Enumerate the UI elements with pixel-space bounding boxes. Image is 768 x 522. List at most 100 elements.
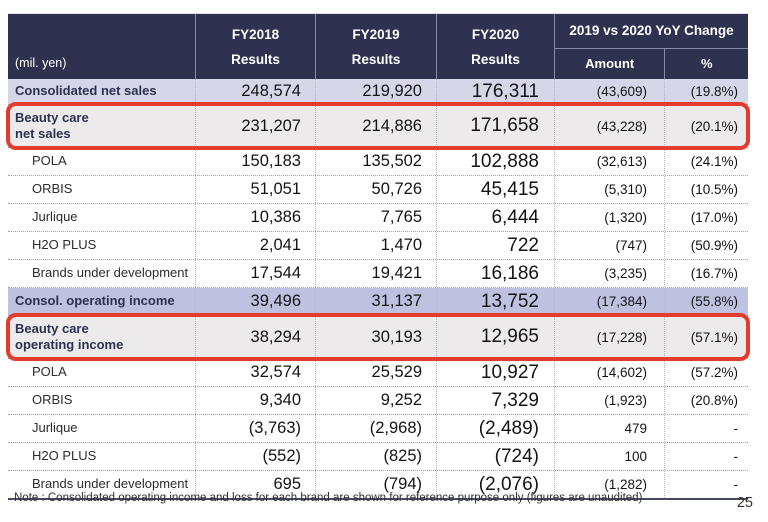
cell-value: (3,235): [554, 260, 664, 287]
column-year: FY2018: [231, 26, 280, 42]
cell-value: (57.1%): [664, 316, 748, 358]
table-row: ORBIS 51,051 50,726 45,415 (5,310) (10.5%): [8, 176, 748, 204]
cell-value: 176,311: [436, 79, 554, 104]
unit-label: (mil. yen): [15, 56, 67, 70]
cell-value: (3,763): [195, 415, 315, 442]
cell-value: (19.8%): [664, 79, 748, 104]
cell-value: 9,252: [315, 387, 436, 414]
cell-value: 19,421: [315, 260, 436, 287]
cell-value: 10,927: [436, 359, 554, 386]
cell-value: 38,294: [195, 316, 315, 358]
table-row: H2O PLUS (552) (825) (724) 100-: [8, 443, 748, 471]
footnote: Note : Consolidated operating income and…: [14, 492, 643, 504]
row-label: Consolidated net sales: [15, 83, 157, 99]
column-year: FY2019: [352, 26, 400, 42]
table-body: Consolidated net sales 248,574 219,920 176,…: [6, 79, 750, 500]
cell-value: (20.8%): [664, 387, 748, 414]
cell-value: -: [664, 415, 748, 442]
cell-value: 45,415: [436, 176, 554, 203]
row-label: POLA: [32, 364, 67, 380]
row-label: Beauty care operating income: [8, 316, 195, 358]
row-label: Consol. operating income: [15, 293, 175, 309]
cell-value: (14,602): [554, 359, 664, 386]
cell-value: 248,574: [195, 79, 315, 104]
table-row: Jurlique 10,386 7,765 6,444 (1,320) (17.0%): [8, 204, 748, 232]
cell-value: 1,470: [315, 232, 436, 259]
cell-value: 30,193: [315, 316, 436, 358]
row-label: ORBIS: [32, 181, 73, 197]
cell-value: 150,183: [195, 148, 315, 175]
cell-value: (20.1%): [664, 105, 748, 147]
cell-value: (552): [195, 443, 315, 470]
cell-value: (794): [315, 471, 436, 498]
table-row: Beauty care operating income 38,294 30,193 1…: [6, 313, 750, 361]
cell-value: 102,888: [436, 148, 554, 175]
table-header: (mil. yen) FY2018 Results FY2019 Results…: [8, 14, 748, 79]
cell-value: 6,444: [436, 204, 554, 231]
table-row: Brands under development 17,544 19,421 16,1…: [8, 260, 748, 288]
cell-value: (50.9%): [664, 232, 748, 259]
column-header-amount: Amount: [585, 56, 635, 72]
cell-value: 39,496: [195, 288, 315, 315]
cell-value: (17.0%): [664, 204, 748, 231]
row-label: Jurlique: [32, 209, 78, 225]
cell-value: (10.5%): [664, 176, 748, 203]
cell-value: 695: [195, 471, 315, 498]
cell-value: (825): [315, 443, 436, 470]
cell-value: 51,051: [195, 176, 315, 203]
cell-value: 722: [436, 232, 554, 259]
cell-value: 9,340: [195, 387, 315, 414]
cell-value: (2,489): [436, 415, 554, 442]
row-label: H2O PLUS: [32, 237, 97, 253]
cell-value: (32,613): [554, 148, 664, 175]
cell-value: (17,384): [554, 288, 664, 315]
yoy-group-title: 2019 vs 2020 YoY Change: [555, 14, 748, 49]
table-row: Consolidated net sales 248,574 219,920 176,…: [8, 79, 748, 105]
cell-value: 171,658: [436, 105, 554, 147]
table-row: Consol. operating income 39,496 31,137 13,7…: [8, 288, 748, 316]
cell-value: 7,765: [315, 204, 436, 231]
column-sublabel: Results: [351, 51, 401, 67]
row-label: Brands under development: [32, 265, 189, 281]
column-header-fy2018: FY2018 Results: [195, 14, 315, 79]
cell-value: 2,041: [195, 232, 315, 259]
cell-value: 13,752: [436, 288, 554, 315]
cell-value: (2,968): [315, 415, 436, 442]
row-label: H2O PLUS: [32, 448, 97, 464]
cell-value: (24.1%): [664, 148, 748, 175]
row-label: Jurlique: [32, 420, 78, 436]
table-row: Jurlique (3,763) (2,968) (2,489) 479-: [8, 415, 748, 443]
row-label-line: Beauty care: [15, 320, 89, 336]
cell-value: (5,310): [554, 176, 664, 203]
cell-value: 12,965: [436, 316, 554, 358]
cell-value: 135,502: [315, 148, 436, 175]
cell-value: (1,282): [554, 471, 664, 498]
table-row: Brands under development 695 (794) (2,076)(…: [8, 471, 748, 498]
cell-value: (16.7%): [664, 260, 748, 287]
cell-value: 32,574: [195, 359, 315, 386]
cell-value: 214,886: [315, 105, 436, 147]
row-label: ORBIS: [32, 392, 73, 408]
cell-value: 17,544: [195, 260, 315, 287]
cell-value: (747): [554, 232, 664, 259]
column-year: FY2020: [471, 26, 520, 42]
cell-value: (17,228): [554, 316, 664, 358]
column-header-fy2019: FY2019 Results: [315, 14, 436, 79]
cell-value: 7,329: [436, 387, 554, 414]
cell-value: (1,320): [554, 204, 664, 231]
cell-value: 10,386: [195, 204, 315, 231]
column-header-percent: %: [664, 48, 748, 79]
row-label: Beauty care net sales: [8, 105, 195, 147]
cell-value: (1,923): [554, 387, 664, 414]
row-label-line: operating income: [15, 337, 124, 352]
column-header-yoy-group: 2019 vs 2020 YoY Change Amount %: [554, 14, 748, 79]
table-row: POLA 32,574 25,529 10,927 (14,602) (57.2%): [8, 359, 748, 387]
cell-value: (43,609): [554, 79, 664, 104]
row-label: Brands under development: [32, 476, 189, 492]
row-label: POLA: [32, 153, 67, 169]
cell-value: (2,076): [436, 471, 554, 498]
cell-value: 50,726: [315, 176, 436, 203]
row-label-line: net sales: [15, 126, 71, 141]
cell-value: 25,529: [315, 359, 436, 386]
cell-value: 100: [554, 443, 664, 470]
